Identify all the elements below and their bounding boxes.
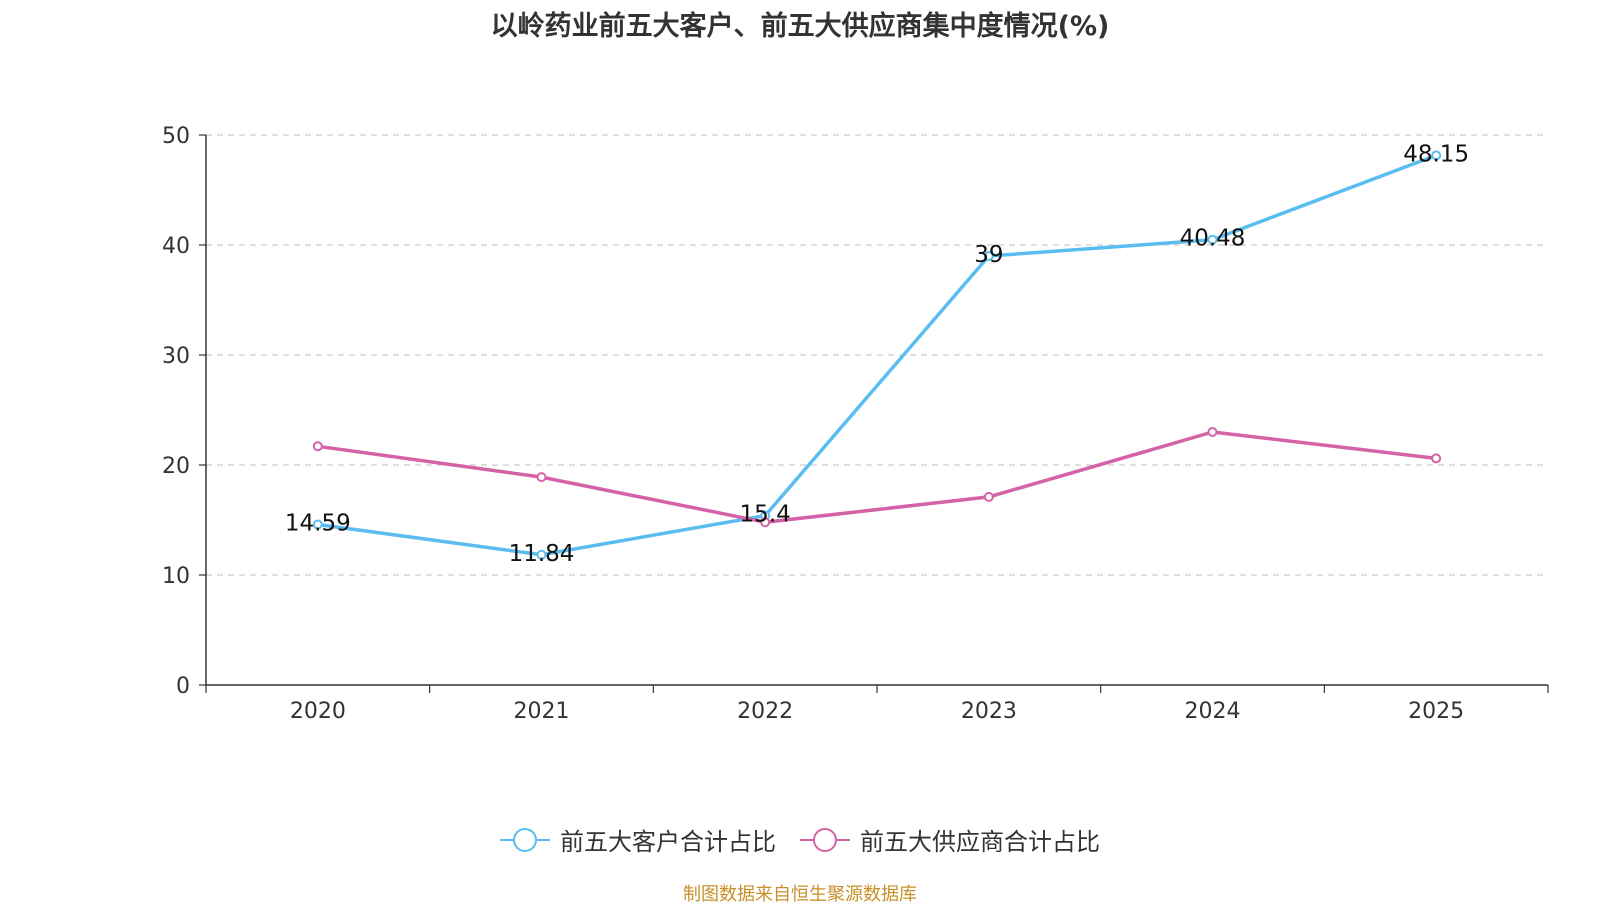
gridlines bbox=[206, 134, 1548, 576]
series-line-1 bbox=[317, 430, 1437, 524]
y-tick-label: 0 bbox=[176, 674, 190, 699]
series-point-1 bbox=[983, 491, 994, 502]
x-tick-label: 2022 bbox=[737, 699, 793, 724]
y-tick-label: 20 bbox=[162, 454, 190, 479]
data-label: 39 bbox=[974, 242, 1003, 268]
data-label: 15.4 bbox=[740, 502, 791, 528]
x-tick-label: 2020 bbox=[290, 699, 346, 724]
x-tick-label: 2025 bbox=[1408, 699, 1464, 724]
data-label: 11.84 bbox=[509, 541, 575, 567]
y-tick-label: 40 bbox=[162, 234, 190, 259]
legend-marker-customers-icon bbox=[500, 827, 550, 853]
series-point-0 bbox=[312, 519, 323, 530]
series-line-0 bbox=[317, 153, 1437, 557]
y-tick-label: 30 bbox=[162, 344, 190, 369]
legend-label-customers: 前五大客户合计占比 bbox=[560, 828, 776, 856]
series-point-1 bbox=[1431, 453, 1442, 464]
source-note: 制图数据来自恒生聚源数据库 bbox=[683, 884, 917, 905]
series-point-0 bbox=[536, 549, 547, 560]
x-tick-label: 2021 bbox=[514, 699, 570, 724]
series bbox=[312, 150, 1442, 560]
axes: 0 10 20 30 40 50 2020 2021 2022 2023 2024 2025 bbox=[162, 124, 1549, 724]
y-tick-label: 10 bbox=[162, 564, 190, 589]
data-label: 40.48 bbox=[1180, 226, 1246, 252]
legend-item-suppliers[interactable]: 前五大供应商合计占比 bbox=[800, 822, 1100, 857]
legend-item-customers[interactable]: 前五大客户合计占比 bbox=[500, 822, 776, 857]
data-label: 48.15 bbox=[1403, 141, 1469, 167]
series-point-1 bbox=[536, 472, 547, 483]
x-tick-label: 2023 bbox=[961, 699, 1017, 724]
data-label: 14.59 bbox=[285, 511, 351, 537]
series-point-1 bbox=[312, 441, 323, 452]
series-point-0 bbox=[983, 251, 994, 261]
y-tick-label: 50 bbox=[162, 124, 190, 149]
legend-marker-suppliers-icon bbox=[800, 827, 850, 853]
x-tick-label: 2024 bbox=[1185, 699, 1241, 724]
legend: 前五大客户合计占比 前五大供应商合计占比 bbox=[0, 822, 1600, 857]
series-point-0 bbox=[1207, 234, 1218, 245]
series-point-0 bbox=[1431, 150, 1442, 161]
series-point-1 bbox=[760, 517, 771, 528]
series-point-1 bbox=[1207, 427, 1218, 437]
chart-title: 以岭药业前五大客户、前五大供应商集中度情况(%) bbox=[490, 11, 1110, 42]
data-labels: 14.59 11.84 15.4 39 40.48 48.15 bbox=[285, 141, 1469, 566]
legend-label-suppliers: 前五大供应商合计占比 bbox=[860, 828, 1100, 856]
